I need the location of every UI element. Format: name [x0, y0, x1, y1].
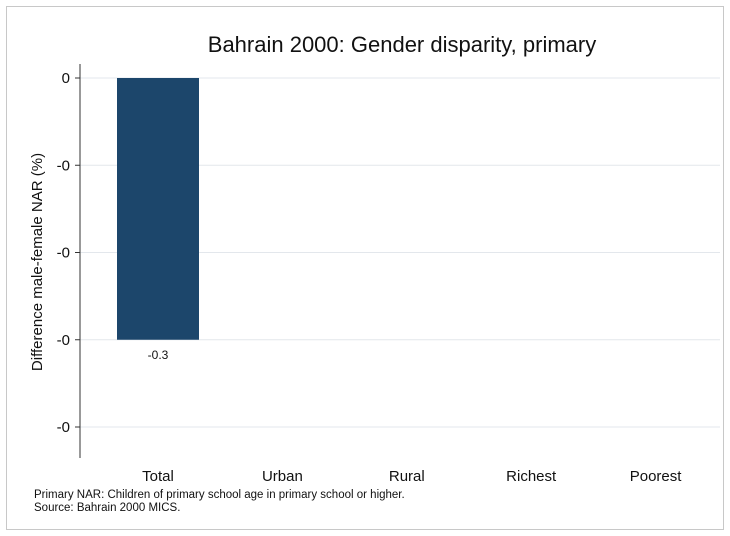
- y-tick-label: -0: [57, 245, 70, 262]
- bars: [117, 78, 199, 340]
- y-tick-label: -0: [57, 419, 70, 436]
- y-tick-label: -0: [57, 157, 70, 174]
- note-line-1: Primary NAR: Children of primary school …: [34, 489, 405, 501]
- y-axis-label: Difference male-female NAR (%): [29, 153, 46, 371]
- bar: [117, 78, 199, 340]
- x-tick-label: Total: [142, 468, 174, 485]
- x-tick-label: Poorest: [630, 468, 683, 485]
- data-label: -0.3: [148, 348, 169, 362]
- y-ticks: 0 -0 -0 -0 -0: [57, 70, 80, 436]
- x-tick-label: Urban: [262, 468, 303, 485]
- chart-title: Bahrain 2000: Gender disparity, primary: [208, 32, 596, 57]
- x-tick-label: Richest: [506, 468, 557, 485]
- x-ticks: Total Urban Rural Richest Poorest: [142, 468, 682, 485]
- note-line-2: Source: Bahrain 2000 MICS.: [34, 502, 181, 514]
- y-tick-label: 0: [62, 70, 70, 87]
- x-tick-label: Rural: [389, 468, 425, 485]
- y-tick-label: -0: [57, 332, 70, 349]
- data-labels: -0.3: [148, 348, 169, 362]
